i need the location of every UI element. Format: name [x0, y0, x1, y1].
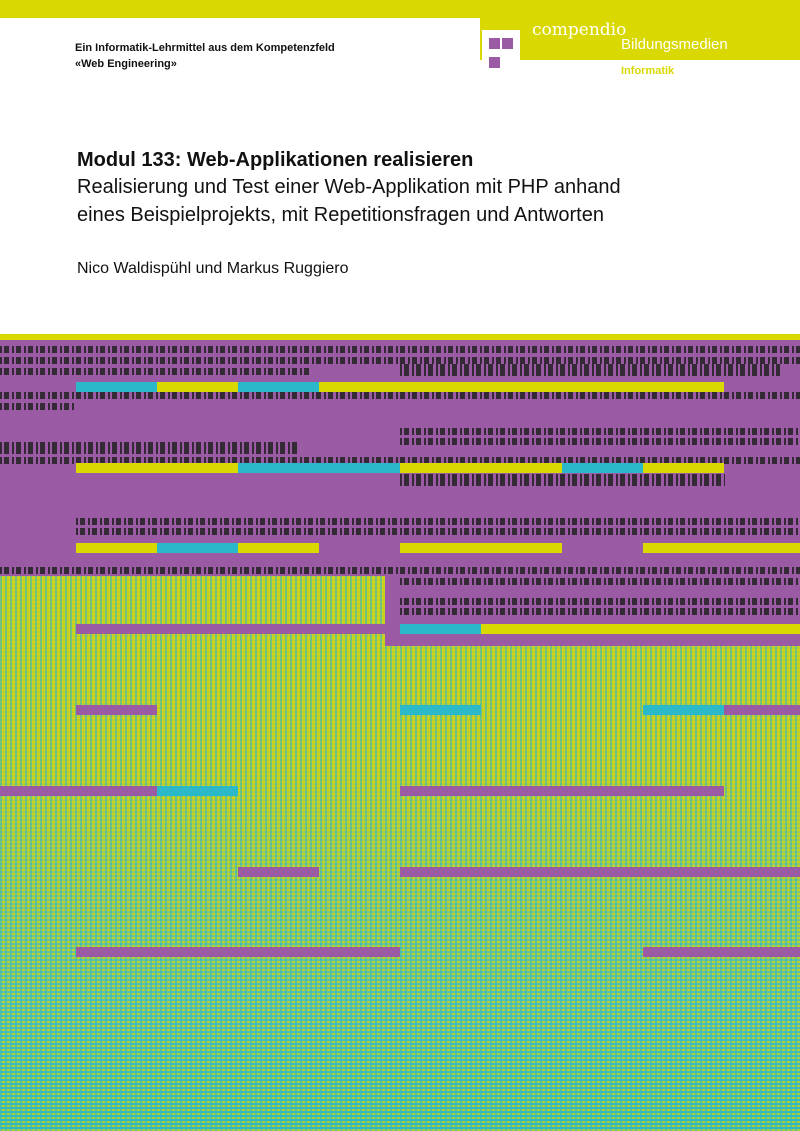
- purple-bar: [238, 867, 319, 877]
- yellow-bar: [157, 382, 238, 392]
- binary-row: [0, 403, 75, 410]
- yellow-bar: [643, 463, 724, 473]
- cover-artwork: [0, 334, 800, 1131]
- purple-bar: [400, 867, 800, 877]
- cyan-bar: [562, 463, 643, 473]
- binary-row: [0, 392, 800, 399]
- series-line-2: «Web Engineering»: [75, 58, 177, 70]
- book-subtitle-line-1: Realisierung und Test einer Web-Applikat…: [77, 176, 621, 198]
- publisher-tagline: Bildungsmedien: [621, 36, 728, 53]
- purple-bar: [76, 947, 400, 957]
- book-title: Modul 133: Web-Applikationen realisieren: [77, 149, 474, 171]
- publisher-logo: [482, 30, 520, 72]
- yellow-bar: [400, 463, 562, 473]
- cyan-bar: [157, 786, 238, 796]
- artwork-top-line: [0, 334, 800, 340]
- publisher-band: [480, 18, 800, 60]
- purple-bar: [76, 624, 385, 634]
- binary-row: [76, 518, 800, 525]
- subject-label: Informatik: [621, 65, 675, 77]
- binary-row: [0, 457, 800, 464]
- binary-row: [0, 368, 310, 375]
- binary-row: [0, 357, 800, 364]
- binary-row: [0, 442, 300, 454]
- cyan-bar: [238, 382, 319, 392]
- purple-bar: [643, 947, 800, 957]
- purple-bar: [76, 705, 157, 715]
- yellow-bar: [76, 463, 238, 473]
- binary-row: [400, 438, 800, 445]
- binary-row: [400, 364, 780, 376]
- cyan-bar: [400, 705, 481, 715]
- purple-bar: [0, 786, 157, 796]
- binary-row: [400, 608, 800, 615]
- yellow-bar: [643, 543, 800, 553]
- binary-row: [0, 346, 800, 353]
- logo-square: [489, 57, 500, 68]
- cyan-bar: [643, 705, 724, 715]
- binary-row: [0, 567, 800, 574]
- book-subtitle-line-2: eines Beispielprojekts, mit Repetitionsf…: [77, 204, 604, 226]
- binary-row: [400, 474, 725, 486]
- publisher-name: compendio: [532, 20, 627, 40]
- logo-square: [502, 38, 513, 49]
- top-color-band: [0, 0, 800, 18]
- yellow-bar: [319, 382, 724, 392]
- binary-row: [400, 598, 800, 605]
- series-line-1: Ein Informatik-Lehrmittel aus dem Kompet…: [75, 42, 335, 54]
- purple-bar: [724, 705, 800, 715]
- yellow-bar: [481, 624, 800, 634]
- yellow-bar: [400, 543, 562, 553]
- yellow-bar: [238, 543, 319, 553]
- cyan-bar: [400, 624, 481, 634]
- binary-row: [400, 428, 800, 435]
- cyan-bar: [157, 543, 238, 553]
- yellow-bar: [76, 543, 157, 553]
- purple-bar: [400, 786, 724, 796]
- book-authors: Nico Waldispühl und Markus Ruggiero: [77, 260, 349, 277]
- cyan-bar: [238, 463, 400, 473]
- binary-row: [76, 528, 800, 535]
- logo-square: [489, 38, 500, 49]
- binary-row: [400, 578, 800, 585]
